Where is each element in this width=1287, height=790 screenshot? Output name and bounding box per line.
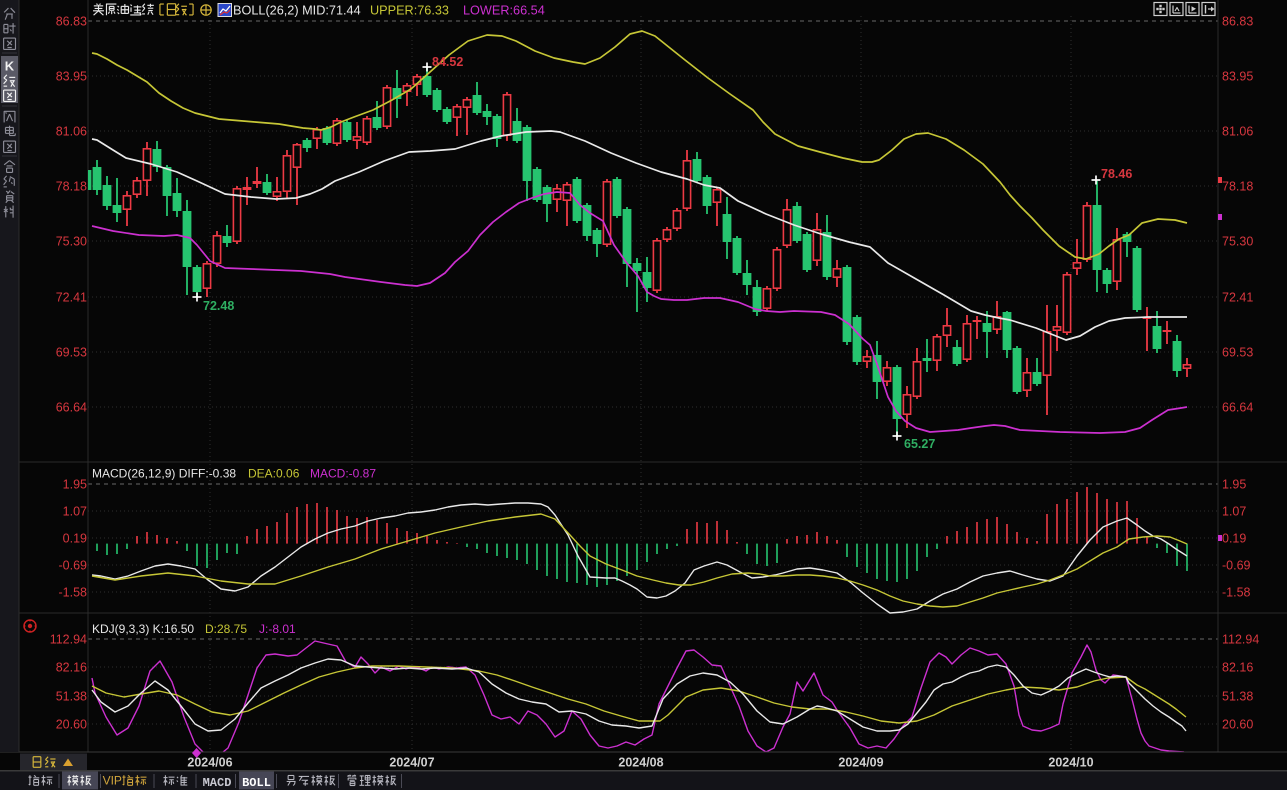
svg-text:78.18: 78.18 <box>1222 180 1253 194</box>
svg-text:2024/10: 2024/10 <box>1048 756 1093 770</box>
svg-text:D:28.75: D:28.75 <box>205 622 247 636</box>
svg-text:78.18: 78.18 <box>56 180 87 194</box>
svg-text:112.94: 112.94 <box>1222 633 1259 647</box>
svg-text:-0.69: -0.69 <box>1222 559 1251 573</box>
svg-text:MACD: MACD <box>203 776 232 790</box>
svg-text:MACD(26,12,9) DIFF:-0.38: MACD(26,12,9) DIFF:-0.38 <box>92 467 236 481</box>
svg-text:72.41: 72.41 <box>56 291 87 305</box>
svg-text:VIP: VIP <box>103 774 122 788</box>
svg-text:51.38: 51.38 <box>1222 690 1253 704</box>
svg-text:KDJ(9,3,3) K:16.50: KDJ(9,3,3) K:16.50 <box>92 622 194 636</box>
svg-text:BOLL(26,2) MID:71.44: BOLL(26,2) MID:71.44 <box>233 4 361 18</box>
svg-text:81.06: 81.06 <box>1222 125 1253 139</box>
svg-text:78.46: 78.46 <box>1101 167 1132 181</box>
svg-text:69.53: 69.53 <box>1222 346 1253 360</box>
svg-text:-1.58: -1.58 <box>1222 586 1251 600</box>
svg-text:112.94: 112.94 <box>50 633 87 647</box>
svg-text:UPPER:76.33: UPPER:76.33 <box>370 4 449 18</box>
svg-text:0.19: 0.19 <box>63 532 87 546</box>
svg-text:2024/09: 2024/09 <box>838 756 883 770</box>
svg-text:83.95: 83.95 <box>1222 70 1253 84</box>
svg-text:20.60: 20.60 <box>56 718 87 732</box>
svg-text:66.64: 66.64 <box>56 401 87 415</box>
svg-text:81.06: 81.06 <box>56 125 87 139</box>
svg-text:2024/06: 2024/06 <box>187 756 232 770</box>
svg-text:1.07: 1.07 <box>1222 505 1246 519</box>
svg-text:75.30: 75.30 <box>1222 235 1253 249</box>
svg-text:72.41: 72.41 <box>1222 291 1253 305</box>
svg-text:1.95: 1.95 <box>63 478 87 492</box>
svg-text:DEA:0.06: DEA:0.06 <box>248 467 300 481</box>
svg-text:66.64: 66.64 <box>1222 401 1253 415</box>
svg-text:MACD:-0.87: MACD:-0.87 <box>310 467 376 481</box>
svg-text:83.95: 83.95 <box>56 70 87 84</box>
svg-text:51.38: 51.38 <box>56 690 87 704</box>
svg-text:65.27: 65.27 <box>904 437 935 451</box>
svg-text:BOLL: BOLL <box>242 776 271 790</box>
svg-text:20.60: 20.60 <box>1222 718 1253 732</box>
svg-text:LOWER:66.54: LOWER:66.54 <box>463 4 545 18</box>
svg-text:2024/08: 2024/08 <box>618 756 663 770</box>
svg-text:82.16: 82.16 <box>56 661 87 675</box>
svg-text:84.52: 84.52 <box>432 55 463 69</box>
svg-text:75.30: 75.30 <box>56 235 87 249</box>
svg-text:K: K <box>5 59 15 74</box>
svg-text:2024/07: 2024/07 <box>389 756 434 770</box>
svg-text:-0.69: -0.69 <box>59 559 88 573</box>
svg-text:1.95: 1.95 <box>1222 478 1246 492</box>
svg-text:86.83: 86.83 <box>56 15 87 29</box>
svg-text:1.07: 1.07 <box>63 505 87 519</box>
svg-text:82.16: 82.16 <box>1222 661 1253 675</box>
svg-text:0.19: 0.19 <box>1222 532 1246 546</box>
svg-text:72.48: 72.48 <box>203 299 234 313</box>
svg-text:86.83: 86.83 <box>1222 15 1253 29</box>
svg-text:J:-8.01: J:-8.01 <box>259 622 296 636</box>
svg-text:69.53: 69.53 <box>56 346 87 360</box>
svg-text:-1.58: -1.58 <box>59 586 88 600</box>
